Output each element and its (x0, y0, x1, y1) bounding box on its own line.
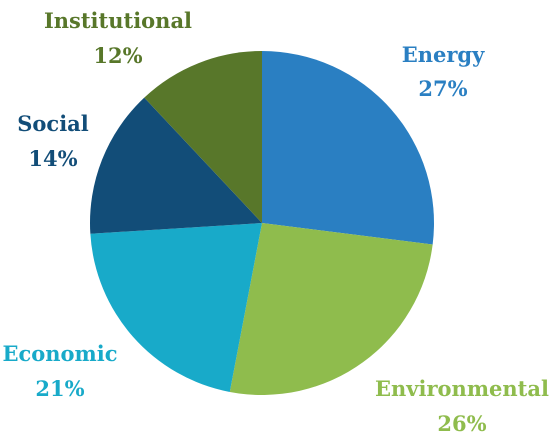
slice-label-social-pct: 14% (28, 146, 77, 171)
slice-label-environmental-pct: 26% (437, 411, 486, 436)
slice-label-energy-pct: 27% (418, 76, 467, 101)
pie-slice-environmental (229, 223, 433, 395)
slice-label-institutional-name: Institutional (44, 8, 192, 33)
pie-labels: Energy 27% Environmental 26% Economic 21… (2, 8, 549, 436)
pie-slices (90, 51, 434, 395)
slice-label-energy-name: Energy (402, 42, 485, 67)
pie-slice-energy (262, 51, 434, 245)
slice-label-economic-name: Economic (2, 341, 117, 366)
pie-slice-economic (90, 223, 262, 392)
pie-slice-social (90, 97, 263, 234)
slice-label-social-name: Social (17, 111, 89, 136)
slice-label-institutional-pct: 12% (93, 43, 142, 68)
slice-label-environmental-name: Environmental (375, 376, 549, 401)
slice-label-economic-pct: 21% (35, 376, 84, 401)
pie-slice-institutional (144, 51, 262, 223)
